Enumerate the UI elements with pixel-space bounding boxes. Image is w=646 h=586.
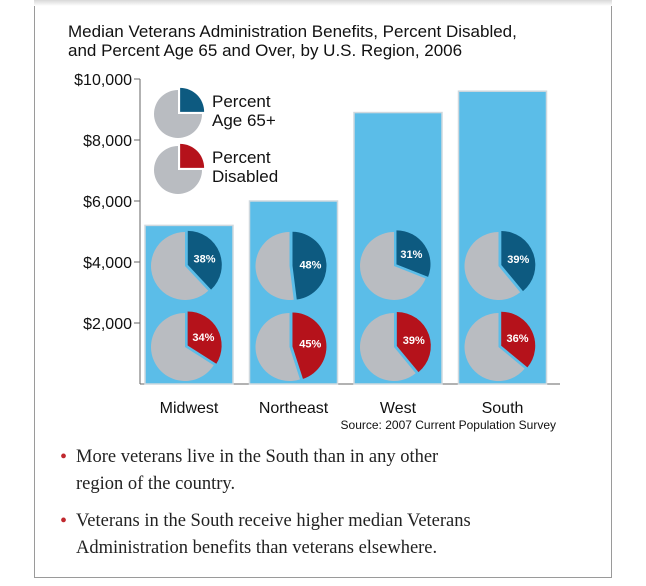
pie-remainder bbox=[255, 313, 301, 381]
pie-data-label: 34% bbox=[192, 332, 214, 344]
y-tick-label: $4,000 bbox=[83, 255, 132, 272]
y-tick-label: $2,000 bbox=[83, 316, 132, 333]
legend-pie-icon bbox=[154, 143, 205, 194]
pie-slice bbox=[180, 87, 205, 112]
pie-slice bbox=[501, 311, 536, 368]
pie-age65 bbox=[464, 230, 536, 300]
bullet-1-line-2: region of the country. bbox=[76, 474, 236, 494]
x-tick-label: West bbox=[380, 400, 417, 417]
pie-remainder bbox=[154, 146, 202, 194]
pie-data-label: 38% bbox=[194, 253, 216, 265]
top-shadow bbox=[34, 0, 612, 6]
bullet-dot-icon: • bbox=[60, 510, 68, 532]
bar-chart: $2,000 $4,000 $6,000 $8,000 $10,000 Midwest 38… bbox=[74, 72, 560, 432]
x-tick-label: Midwest bbox=[160, 400, 219, 417]
legend-label: Disabled bbox=[212, 167, 278, 186]
chart-title-line-1: Median Veterans Administration Benefits,… bbox=[68, 22, 517, 41]
pie-age65 bbox=[360, 230, 431, 300]
pie-data-label: 39% bbox=[507, 254, 529, 266]
pie-data-label: 39% bbox=[403, 335, 425, 347]
pie-remainder bbox=[255, 232, 294, 300]
y-tick-label: $6,000 bbox=[83, 194, 132, 211]
chart-title: Median Veterans Administration Benefits,… bbox=[68, 22, 608, 60]
pie-remainder bbox=[464, 313, 525, 381]
legend-label: Age 65+ bbox=[212, 111, 276, 130]
bullet-1-line-1: More veterans live in the South than in … bbox=[76, 447, 439, 467]
legend-label: Percent bbox=[212, 92, 271, 111]
bullet-2-line-1: Veterans in the South receive higher med… bbox=[76, 511, 471, 531]
pie-slice bbox=[187, 311, 222, 364]
pie-slice bbox=[396, 311, 431, 373]
x-tick-label: South bbox=[482, 400, 524, 417]
bullet-2-line-2: Administration benefits than veterans el… bbox=[76, 538, 438, 558]
pie-remainder bbox=[154, 90, 202, 138]
pie-data-label: 31% bbox=[400, 249, 422, 261]
chart-title-line-2: and Percent Age 65 and Over, by U.S. Reg… bbox=[68, 41, 463, 60]
source-note: Source: 2007 Current Population Survey bbox=[341, 418, 556, 432]
legend-pie-icon bbox=[154, 87, 205, 138]
pie-slice bbox=[501, 230, 536, 292]
pie-remainder bbox=[360, 313, 416, 381]
pie-age65 bbox=[151, 230, 222, 300]
x-tick-label: Northeast bbox=[259, 400, 329, 417]
pie-slice bbox=[292, 312, 327, 379]
legend-label: Percent bbox=[212, 148, 271, 167]
pie-remainder bbox=[360, 232, 426, 300]
pie-data-label: 45% bbox=[299, 339, 321, 351]
pie-disabled bbox=[151, 311, 222, 381]
pie-disabled bbox=[255, 312, 327, 381]
pie-disabled bbox=[464, 311, 536, 381]
pie-slice bbox=[187, 230, 222, 290]
bullet-list: • More veterans live in the South than i… bbox=[60, 444, 580, 572]
y-tick-label: $8,000 bbox=[83, 133, 132, 150]
bullet-dot-icon: • bbox=[60, 446, 68, 468]
pie-age65 bbox=[255, 231, 327, 300]
pie-remainder bbox=[464, 232, 521, 300]
y-tick-label: $10,000 bbox=[74, 72, 132, 89]
pie-remainder bbox=[151, 313, 214, 381]
pie-data-label: 48% bbox=[299, 260, 321, 272]
bullet-item-2: • Veterans in the South receive higher m… bbox=[60, 508, 580, 562]
pie-remainder bbox=[151, 232, 209, 300]
pie-slice bbox=[180, 143, 205, 168]
pie-slice bbox=[396, 230, 431, 277]
pie-data-label: 36% bbox=[506, 333, 528, 345]
pie-disabled bbox=[360, 311, 431, 381]
bullet-item-1: • More veterans live in the South than i… bbox=[60, 444, 580, 498]
pie-slice bbox=[292, 231, 327, 300]
